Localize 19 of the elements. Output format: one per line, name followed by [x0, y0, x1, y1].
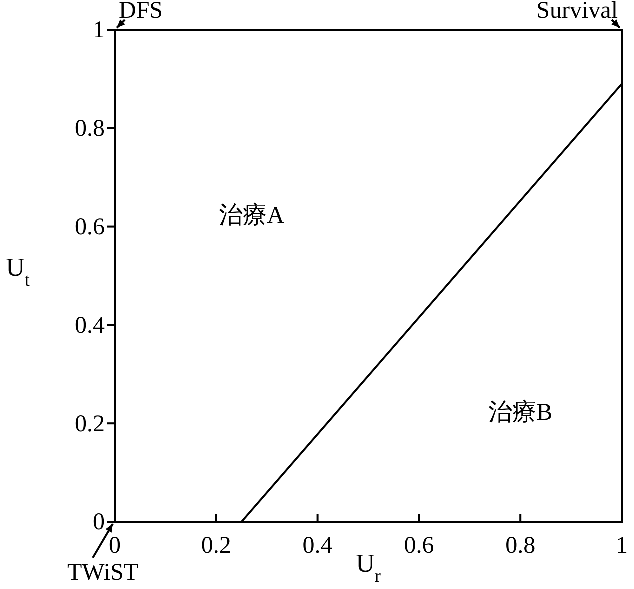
y-tick-label: 1: [93, 18, 105, 44]
x-tick-label: 0.6: [404, 533, 434, 560]
x-axis-title: U$_{r}$: [356, 549, 381, 586]
y-tick-label: 0.4: [75, 312, 105, 339]
x-tick-label: 0.8: [506, 533, 536, 560]
x-tick-label: 0.2: [201, 533, 232, 560]
text: DFS: [119, 0, 164, 24]
text: TWiST: [67, 560, 139, 586]
annotation: 治療A: [219, 201, 286, 228]
x-tick-label: 1: [616, 533, 628, 560]
y-tick-label: 0: [93, 510, 105, 536]
x-tick-label: 0.4: [302, 533, 333, 560]
text: Survival: [536, 0, 618, 24]
y-tick-label: 0.2: [75, 411, 105, 438]
y-tick-label: 0.8: [75, 116, 105, 142]
annotation: 治療B: [488, 398, 553, 426]
y-tick-label: 0.6: [75, 214, 105, 240]
y-axis-title: U$_{t}$: [6, 253, 30, 290]
x-tick-label: 0: [109, 533, 121, 560]
